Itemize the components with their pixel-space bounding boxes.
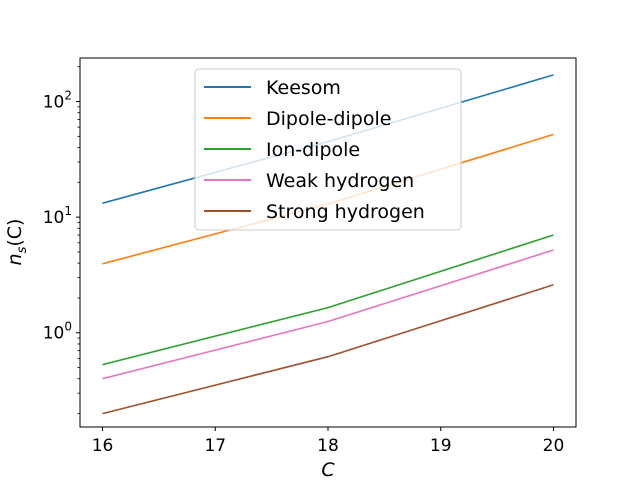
legend-label: Weak hydrogen xyxy=(266,170,414,192)
legend-box xyxy=(194,68,462,231)
legend-label: Ion-dipole xyxy=(266,139,360,161)
legend-items: Keesom Dipole-dipole Ion-dipole Weak hydrog… xyxy=(204,77,425,223)
y-axis-ticks: 100 101 102 xyxy=(43,66,80,414)
y-axis-label-tail: (C) xyxy=(4,219,26,247)
y-tick-label: 102 xyxy=(43,89,72,113)
x-tick-label: 16 xyxy=(92,436,114,456)
legend-label: Dipole-dipole xyxy=(266,108,391,130)
legend: Keesom Dipole-dipole Ion-dipole Weak hydrog… xyxy=(194,68,462,231)
series-line-strong-hydrogen xyxy=(102,284,554,415)
series-line-ion-dipole xyxy=(102,234,554,366)
y-axis-label-sub: s xyxy=(15,246,30,253)
x-tick-label: 19 xyxy=(430,436,452,456)
x-tick-label: 17 xyxy=(204,436,226,456)
series-line-weak-hydrogen xyxy=(102,249,554,380)
y-tick-label: 100 xyxy=(43,320,72,344)
x-tick-label: 18 xyxy=(317,436,339,456)
x-axis-ticks: 16 17 18 19 20 xyxy=(92,427,565,456)
legend-label: Keesom xyxy=(266,77,341,99)
x-tick-label: 20 xyxy=(543,436,565,456)
y-axis-label: ns(C) xyxy=(4,219,30,266)
y-axis-label-base: n xyxy=(4,253,26,265)
y-tick-label: 101 xyxy=(43,204,72,228)
x-axis-label: C xyxy=(321,459,335,480)
legend-label: Strong hydrogen xyxy=(266,201,425,223)
